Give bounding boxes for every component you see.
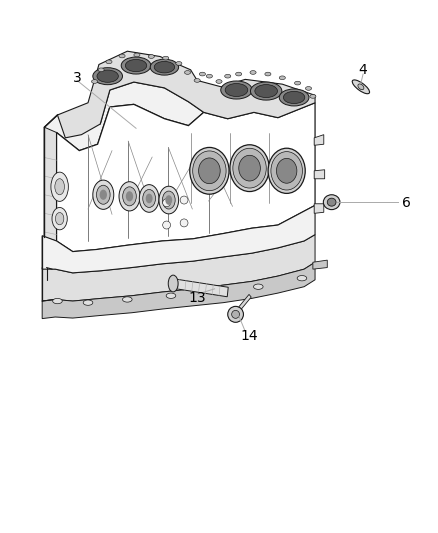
- Ellipse shape: [53, 298, 62, 304]
- Ellipse shape: [121, 57, 151, 74]
- Ellipse shape: [198, 158, 220, 184]
- Ellipse shape: [279, 89, 309, 106]
- Text: 3: 3: [73, 71, 81, 85]
- Ellipse shape: [276, 158, 297, 183]
- Ellipse shape: [99, 190, 107, 200]
- Ellipse shape: [139, 184, 159, 212]
- Ellipse shape: [305, 86, 311, 90]
- Text: 13: 13: [188, 292, 206, 305]
- Ellipse shape: [230, 145, 269, 191]
- Ellipse shape: [184, 70, 191, 74]
- Ellipse shape: [125, 59, 147, 71]
- Ellipse shape: [146, 193, 152, 203]
- Ellipse shape: [92, 79, 98, 83]
- Ellipse shape: [221, 81, 252, 99]
- Ellipse shape: [239, 155, 260, 181]
- Ellipse shape: [190, 148, 229, 194]
- Ellipse shape: [193, 151, 226, 191]
- Ellipse shape: [96, 185, 110, 204]
- Ellipse shape: [254, 284, 263, 289]
- Polygon shape: [57, 103, 315, 252]
- Ellipse shape: [148, 55, 154, 59]
- Ellipse shape: [150, 59, 179, 75]
- Ellipse shape: [166, 195, 172, 205]
- Ellipse shape: [255, 85, 277, 98]
- Ellipse shape: [93, 68, 123, 85]
- Ellipse shape: [159, 186, 179, 214]
- Ellipse shape: [168, 275, 178, 292]
- Polygon shape: [57, 51, 315, 138]
- Ellipse shape: [55, 179, 64, 195]
- Ellipse shape: [216, 79, 222, 83]
- Ellipse shape: [225, 74, 231, 78]
- Polygon shape: [173, 279, 228, 297]
- Ellipse shape: [271, 151, 303, 190]
- Ellipse shape: [251, 82, 282, 100]
- Ellipse shape: [52, 207, 67, 230]
- Ellipse shape: [327, 198, 336, 206]
- Polygon shape: [313, 260, 327, 269]
- Polygon shape: [42, 205, 315, 273]
- Ellipse shape: [166, 293, 176, 298]
- Ellipse shape: [206, 74, 212, 78]
- Ellipse shape: [352, 80, 370, 94]
- Ellipse shape: [83, 300, 93, 305]
- Ellipse shape: [176, 62, 182, 65]
- Ellipse shape: [358, 84, 364, 90]
- Ellipse shape: [98, 68, 104, 71]
- Ellipse shape: [232, 310, 240, 318]
- Polygon shape: [44, 127, 57, 241]
- Ellipse shape: [106, 60, 112, 63]
- Ellipse shape: [236, 72, 242, 76]
- Ellipse shape: [51, 172, 68, 201]
- Polygon shape: [314, 169, 325, 179]
- Ellipse shape: [134, 53, 140, 57]
- Ellipse shape: [97, 70, 118, 82]
- Ellipse shape: [268, 148, 305, 193]
- Ellipse shape: [93, 180, 114, 209]
- Ellipse shape: [283, 91, 305, 103]
- Ellipse shape: [225, 84, 248, 96]
- Ellipse shape: [180, 219, 188, 227]
- Ellipse shape: [228, 306, 244, 322]
- Ellipse shape: [233, 148, 266, 188]
- Ellipse shape: [123, 187, 136, 206]
- Polygon shape: [314, 204, 324, 213]
- Ellipse shape: [143, 189, 155, 207]
- Ellipse shape: [154, 61, 175, 73]
- Text: 14: 14: [241, 329, 258, 343]
- Text: 6: 6: [403, 196, 411, 209]
- Ellipse shape: [194, 78, 200, 82]
- Ellipse shape: [323, 195, 340, 209]
- Ellipse shape: [297, 276, 307, 281]
- Polygon shape: [44, 82, 204, 237]
- Polygon shape: [42, 235, 315, 301]
- Ellipse shape: [294, 81, 300, 85]
- Ellipse shape: [162, 191, 175, 209]
- Ellipse shape: [180, 196, 188, 204]
- Ellipse shape: [56, 213, 64, 225]
- Text: 4: 4: [359, 63, 367, 77]
- Ellipse shape: [210, 289, 219, 295]
- Ellipse shape: [310, 94, 316, 98]
- Polygon shape: [42, 262, 315, 319]
- Ellipse shape: [162, 221, 170, 229]
- Ellipse shape: [279, 76, 286, 79]
- Ellipse shape: [123, 297, 132, 302]
- Ellipse shape: [162, 199, 170, 207]
- Ellipse shape: [250, 70, 256, 74]
- Ellipse shape: [119, 182, 140, 211]
- Ellipse shape: [162, 56, 169, 60]
- Ellipse shape: [119, 54, 125, 58]
- Ellipse shape: [265, 72, 271, 76]
- Polygon shape: [238, 294, 251, 310]
- Polygon shape: [314, 135, 324, 146]
- Ellipse shape: [126, 191, 133, 201]
- Ellipse shape: [199, 72, 205, 76]
